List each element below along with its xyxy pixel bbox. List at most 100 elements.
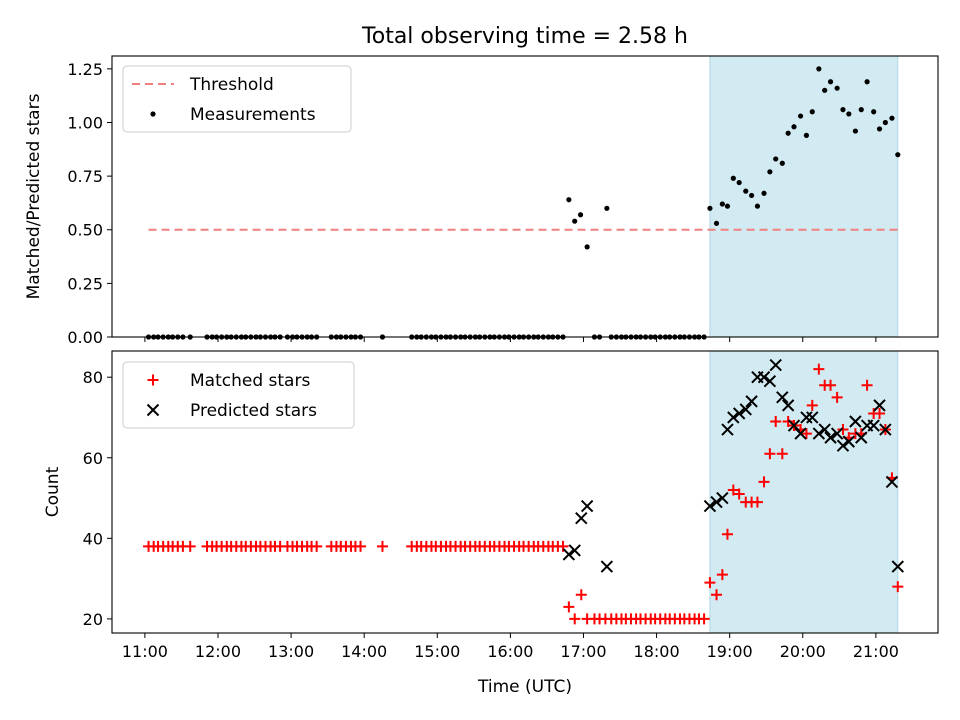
legend-measurements-swatch xyxy=(150,111,156,117)
legend-matched-label: Matched stars xyxy=(190,371,310,391)
measurement-point xyxy=(730,175,736,181)
y-tick-label: 1.25 xyxy=(67,60,103,79)
predicted-star-point xyxy=(800,411,813,424)
matched-star-point xyxy=(837,424,849,436)
predicted-star-point xyxy=(732,407,746,420)
predicted-star-point xyxy=(879,423,892,436)
legend: Matched stars Predicted stars xyxy=(122,361,355,429)
measurement-point xyxy=(871,109,877,115)
legend-measurements-label: Measurements xyxy=(190,105,316,125)
matched-star-point xyxy=(557,540,569,552)
matched-star-point xyxy=(704,577,716,589)
y-tick-label: 0.25 xyxy=(67,274,103,293)
measurement-point xyxy=(724,203,731,209)
legend-threshold-label: Threshold xyxy=(189,75,274,95)
matched-star-point xyxy=(721,528,733,540)
x-tick-label: 11:00 xyxy=(122,642,168,661)
predicted-star-point xyxy=(812,427,826,440)
predicted-star-point xyxy=(763,375,777,388)
y-tick-label: 1.00 xyxy=(67,113,103,132)
x-tick-label: 18:00 xyxy=(634,642,680,661)
predicted-star-point xyxy=(776,391,789,404)
x-tick-label: 13:00 xyxy=(268,642,314,661)
matched-star-point xyxy=(355,540,367,552)
highlight-span xyxy=(709,55,899,338)
predicted-star-point xyxy=(568,544,581,557)
measurement-point xyxy=(803,132,810,138)
legend-matched-swatch xyxy=(147,374,159,386)
measurement-point xyxy=(852,128,859,134)
predicted-star-point xyxy=(575,511,588,525)
predicted-star-point xyxy=(739,403,752,416)
matched-star-point xyxy=(733,488,745,500)
predicted-star-point xyxy=(703,499,717,513)
measurement-point xyxy=(584,244,590,250)
matched-star-point xyxy=(563,601,575,613)
measurement-point xyxy=(797,113,804,119)
matched-star-point xyxy=(770,416,782,427)
measurement-point xyxy=(779,160,785,166)
matched-star-point xyxy=(806,399,818,411)
y-axis-label: Matched/Predicted stars xyxy=(24,93,44,299)
y-tick-label: 40 xyxy=(83,529,103,548)
legend-box xyxy=(122,65,352,133)
x-tick-label: 20:00 xyxy=(780,642,826,661)
y-tick-label: 20 xyxy=(83,610,103,629)
measurement-point xyxy=(882,119,888,126)
predicted-star-point xyxy=(818,423,831,436)
x-tick-label: 14:00 xyxy=(341,642,387,661)
predicted-star-point xyxy=(849,415,862,428)
x-tick-label: 19:00 xyxy=(707,642,753,661)
x-tick-label: 15:00 xyxy=(414,642,460,661)
predicted-star-point xyxy=(842,435,856,448)
predicted-star-point xyxy=(710,495,723,509)
y-tick-label: 0.75 xyxy=(67,167,103,186)
measurement-point xyxy=(840,107,846,113)
top-panel: 0.00 0.25 0.50 0.75 1.00 1.25 Matched/Predicte… xyxy=(24,55,939,347)
measurement-point xyxy=(791,124,797,130)
measurement-point xyxy=(822,87,828,93)
y-tick-label: 80 xyxy=(83,368,103,387)
predicted-star-point xyxy=(727,411,740,424)
measurement-point xyxy=(858,107,864,113)
matched-star-point xyxy=(764,448,776,460)
x-tick-label: 17:00 xyxy=(560,642,606,661)
matched-star-point xyxy=(831,391,843,403)
predicted-star-point xyxy=(855,431,868,444)
matched-star-point xyxy=(311,540,323,552)
measurement-point xyxy=(713,220,720,226)
matched-star-point xyxy=(825,379,837,391)
predicted-star-point xyxy=(716,491,729,505)
legend-box xyxy=(122,361,355,429)
plot-frame xyxy=(111,55,939,338)
measurement-point xyxy=(816,66,822,72)
legend-predicted-label: Predicted stars xyxy=(190,401,317,421)
measurement-point xyxy=(809,109,815,115)
predicted-star-point xyxy=(885,475,899,489)
predicted-star-point xyxy=(600,560,614,573)
measurement-point xyxy=(834,85,840,91)
measurement-point xyxy=(719,201,725,207)
predicted-star-point xyxy=(781,399,795,412)
y-tick-label: 0.00 xyxy=(67,328,103,347)
matched-star-point xyxy=(575,589,587,601)
predicted-star-point xyxy=(867,419,880,432)
predicted-star-point xyxy=(830,427,844,440)
legend-predicted-swatch xyxy=(146,403,160,417)
y-tick-label: 60 xyxy=(83,449,103,468)
highlight-span xyxy=(709,350,899,634)
measurement-point xyxy=(566,197,572,203)
predicted-star-point xyxy=(794,427,807,440)
matched-star-point xyxy=(751,496,763,508)
matched-star-point xyxy=(892,581,904,593)
measurement-point xyxy=(754,203,761,209)
matched-star-point xyxy=(581,613,593,625)
y-tick-label: 0.50 xyxy=(67,221,103,240)
x-tick-label: 16:00 xyxy=(487,642,533,661)
predicted-star-point xyxy=(562,548,576,561)
measurement-point xyxy=(577,212,584,218)
matched-star-point xyxy=(376,540,388,552)
matched-star-point xyxy=(874,407,886,419)
measurement-point xyxy=(846,111,852,117)
measurement-point xyxy=(889,115,895,121)
